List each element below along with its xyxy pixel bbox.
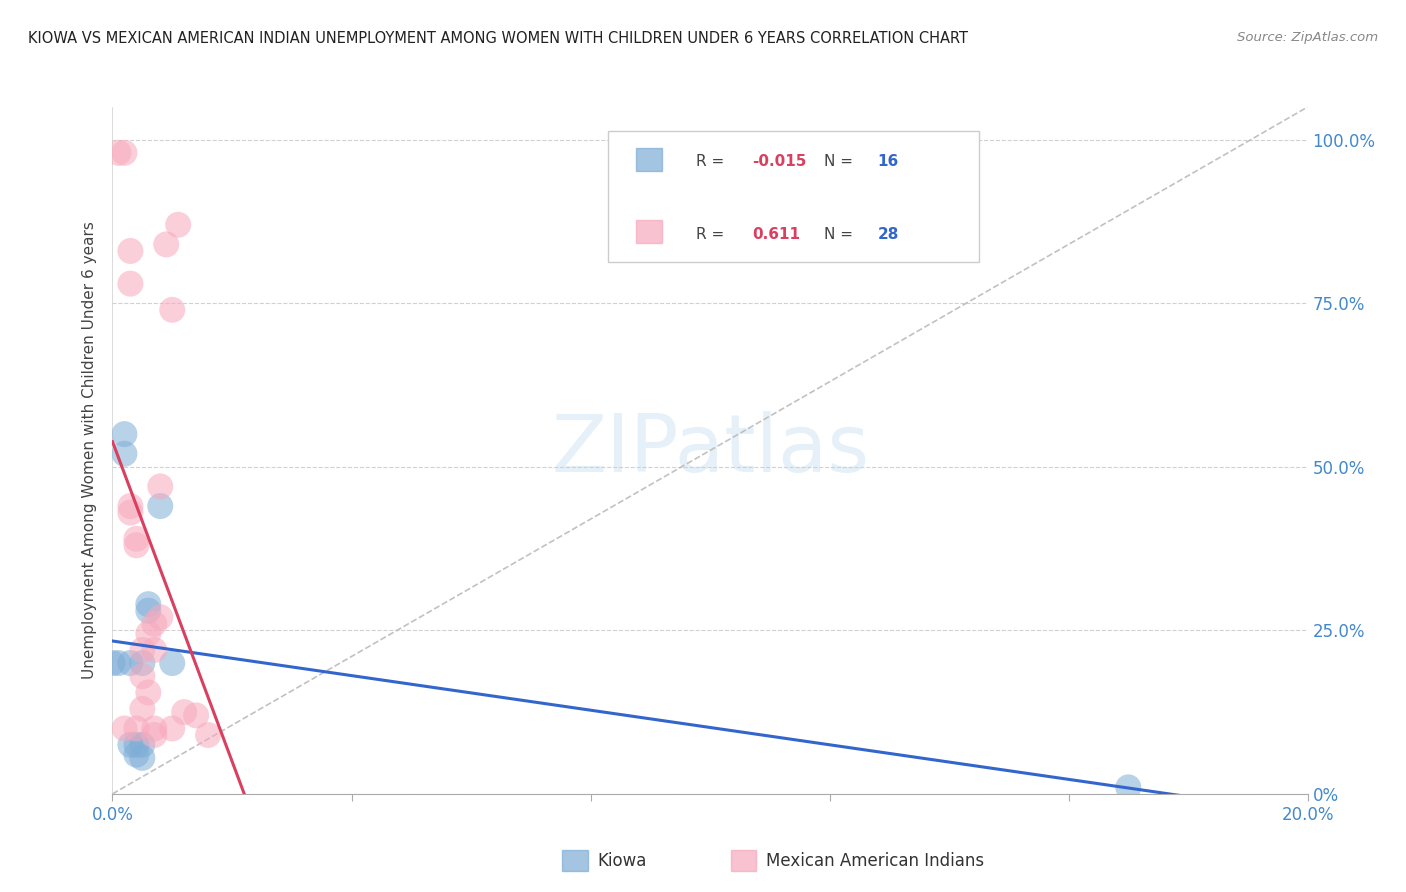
Text: ZIPatlas: ZIPatlas xyxy=(551,411,869,490)
FancyBboxPatch shape xyxy=(609,131,979,261)
Point xyxy=(120,277,142,291)
Point xyxy=(186,708,208,723)
Text: KIOWA VS MEXICAN AMERICAN INDIAN UNEMPLOYMENT AMONG WOMEN WITH CHILDREN UNDER 6 : KIOWA VS MEXICAN AMERICAN INDIAN UNEMPLO… xyxy=(28,31,969,46)
Point xyxy=(131,643,153,657)
Point xyxy=(125,538,148,552)
Text: -0.015: -0.015 xyxy=(752,154,806,169)
Point xyxy=(162,656,183,670)
Point xyxy=(149,499,172,513)
Point xyxy=(114,722,135,736)
Point xyxy=(143,728,166,742)
Text: Mexican American Indians: Mexican American Indians xyxy=(766,852,984,870)
Point xyxy=(143,722,166,736)
Point xyxy=(101,656,124,670)
Point xyxy=(173,705,195,719)
Point xyxy=(138,604,160,618)
Text: R =: R = xyxy=(696,227,724,242)
Point xyxy=(125,747,148,762)
Point xyxy=(131,738,153,752)
Point xyxy=(120,506,142,520)
Point xyxy=(131,656,153,670)
Point xyxy=(138,626,160,640)
Text: 16: 16 xyxy=(877,154,898,169)
Text: 0.611: 0.611 xyxy=(752,227,800,242)
Point xyxy=(138,597,160,611)
Text: Kiowa: Kiowa xyxy=(598,852,647,870)
Point xyxy=(197,728,219,742)
Point xyxy=(120,499,142,513)
Point xyxy=(107,145,129,160)
Point xyxy=(107,656,129,670)
Text: R =: R = xyxy=(696,154,724,169)
Point xyxy=(114,447,135,461)
Point xyxy=(131,669,153,683)
Point xyxy=(114,427,135,442)
Point xyxy=(114,145,135,160)
Point xyxy=(143,616,166,631)
Point xyxy=(131,702,153,716)
Point xyxy=(125,738,148,752)
Point xyxy=(155,237,177,252)
Point xyxy=(120,738,142,752)
Bar xyxy=(636,220,662,243)
Text: N =: N = xyxy=(824,154,852,169)
Point xyxy=(125,532,148,546)
Text: 28: 28 xyxy=(877,227,898,242)
Point xyxy=(143,643,166,657)
Text: N =: N = xyxy=(824,227,852,242)
Point xyxy=(120,656,142,670)
Bar xyxy=(636,148,662,171)
Point xyxy=(138,685,160,699)
Point xyxy=(125,722,148,736)
Point xyxy=(149,610,172,624)
Point xyxy=(162,722,183,736)
Point xyxy=(162,302,183,317)
Point xyxy=(149,479,172,493)
Point xyxy=(167,218,190,232)
Y-axis label: Unemployment Among Women with Children Under 6 years: Unemployment Among Women with Children U… xyxy=(82,221,97,680)
Point xyxy=(120,244,142,258)
Point xyxy=(131,751,153,765)
Text: Source: ZipAtlas.com: Source: ZipAtlas.com xyxy=(1237,31,1378,45)
Point xyxy=(1118,780,1140,795)
